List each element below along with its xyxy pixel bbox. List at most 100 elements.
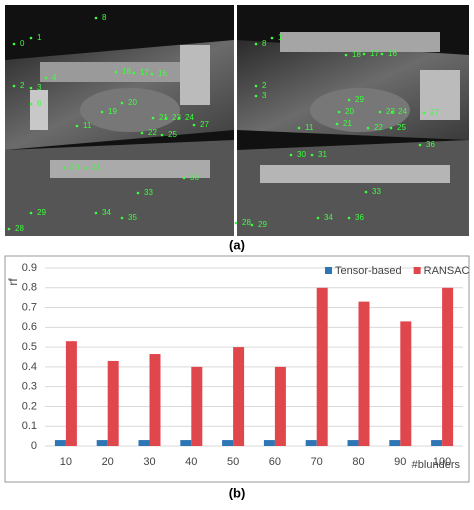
- bar: [149, 354, 161, 446]
- point-marker: [151, 116, 155, 120]
- point-label: 24: [185, 113, 194, 122]
- point-label: 20: [128, 98, 137, 107]
- point-marker: [378, 110, 382, 114]
- point-marker: [29, 86, 33, 90]
- point-label: 23: [172, 113, 181, 122]
- point-marker: [362, 52, 366, 56]
- point-marker: [366, 126, 370, 130]
- point-marker: [150, 72, 154, 76]
- point-label: 3: [262, 91, 267, 100]
- x-tick-label: 60: [269, 456, 281, 468]
- point-label: 27: [430, 108, 439, 117]
- point-label: 1: [278, 33, 283, 42]
- y-tick-label: 0.2: [22, 400, 37, 412]
- point-label: 34: [102, 208, 111, 217]
- x-tick-label: 70: [311, 456, 323, 468]
- point-marker: [254, 94, 258, 98]
- x-tick-label: 10: [60, 456, 72, 468]
- point-label: 11: [83, 121, 92, 130]
- point-marker: [337, 110, 341, 114]
- point-marker: [344, 53, 348, 57]
- point-label: 33: [372, 187, 381, 196]
- bar: [191, 366, 203, 446]
- point-marker: [120, 101, 124, 105]
- point-label: 25: [168, 130, 177, 139]
- point-label: 21: [343, 119, 352, 128]
- point-marker: [12, 84, 16, 88]
- bar: [316, 287, 328, 446]
- point-marker: [94, 211, 98, 215]
- point-marker: [316, 216, 320, 220]
- y-tick-label: 0.3: [22, 381, 37, 393]
- photo-left: [5, 5, 234, 236]
- point-marker: [7, 227, 11, 231]
- x-tick-label: 100: [433, 456, 451, 468]
- legend-label: Tensor-based: [335, 265, 402, 277]
- point-label: 36: [355, 213, 364, 222]
- point-marker: [380, 52, 384, 56]
- y-tick-label: 0.5: [22, 341, 37, 353]
- point-marker: [254, 84, 258, 88]
- bar: [442, 287, 454, 446]
- point-marker: [250, 223, 254, 227]
- point-marker: [94, 16, 98, 20]
- point-marker: [100, 110, 104, 114]
- point-label: 36: [190, 173, 199, 182]
- bar: [274, 366, 286, 446]
- point-marker: [418, 143, 422, 147]
- point-marker: [140, 131, 144, 135]
- point-marker: [347, 98, 351, 102]
- point-label: 27: [200, 120, 209, 129]
- y-axis-title: rf: [6, 278, 20, 286]
- bar: [347, 440, 359, 446]
- point-label: 29: [37, 208, 46, 217]
- point-label: 29: [355, 95, 364, 104]
- y-tick-label: 0: [31, 440, 37, 452]
- point-label: 2: [20, 81, 25, 90]
- bar: [400, 321, 412, 446]
- bar: [431, 440, 443, 446]
- point-label: 2: [262, 81, 267, 90]
- point-label: 36: [426, 140, 435, 149]
- bar: [222, 440, 234, 446]
- point-marker: [29, 211, 33, 215]
- point-marker: [335, 122, 339, 126]
- point-label: 24: [398, 107, 407, 116]
- x-axis-title: #blunders: [412, 459, 461, 471]
- y-tick-label: 0.9: [22, 262, 37, 274]
- point-label: 8: [102, 13, 107, 22]
- point-label: 35: [128, 213, 137, 222]
- point-marker: [234, 221, 238, 225]
- x-tick-label: 20: [102, 456, 114, 468]
- point-marker: [364, 190, 368, 194]
- point-label: 31: [318, 150, 327, 159]
- point-marker: [160, 133, 164, 137]
- bar: [138, 440, 150, 446]
- y-tick-label: 0.7: [22, 301, 37, 313]
- point-marker: [62, 166, 66, 170]
- point-label: 22: [148, 128, 157, 137]
- point-marker: [347, 216, 351, 220]
- point-marker: [29, 36, 33, 40]
- y-tick-label: 0.6: [22, 321, 37, 333]
- point-marker: [132, 71, 136, 75]
- point-label: 23: [386, 107, 395, 116]
- point-marker: [297, 126, 301, 130]
- point-label: 17: [370, 49, 379, 58]
- point-marker: [182, 176, 186, 180]
- point-marker: [310, 153, 314, 157]
- point-label: 1: [37, 33, 42, 42]
- bar: [233, 347, 245, 446]
- x-tick-label: 90: [394, 456, 406, 468]
- bar: [389, 440, 401, 446]
- point-label: 8: [262, 39, 267, 48]
- photo-right: [237, 5, 469, 236]
- y-tick-label: 0.8: [22, 282, 37, 294]
- point-label: 30: [297, 150, 306, 159]
- point-label: 18: [122, 67, 131, 76]
- point-label: 29: [258, 220, 267, 229]
- bar: [107, 360, 119, 446]
- point-marker: [422, 111, 426, 115]
- panel-label: (a): [229, 237, 245, 252]
- point-label: 4: [52, 73, 57, 82]
